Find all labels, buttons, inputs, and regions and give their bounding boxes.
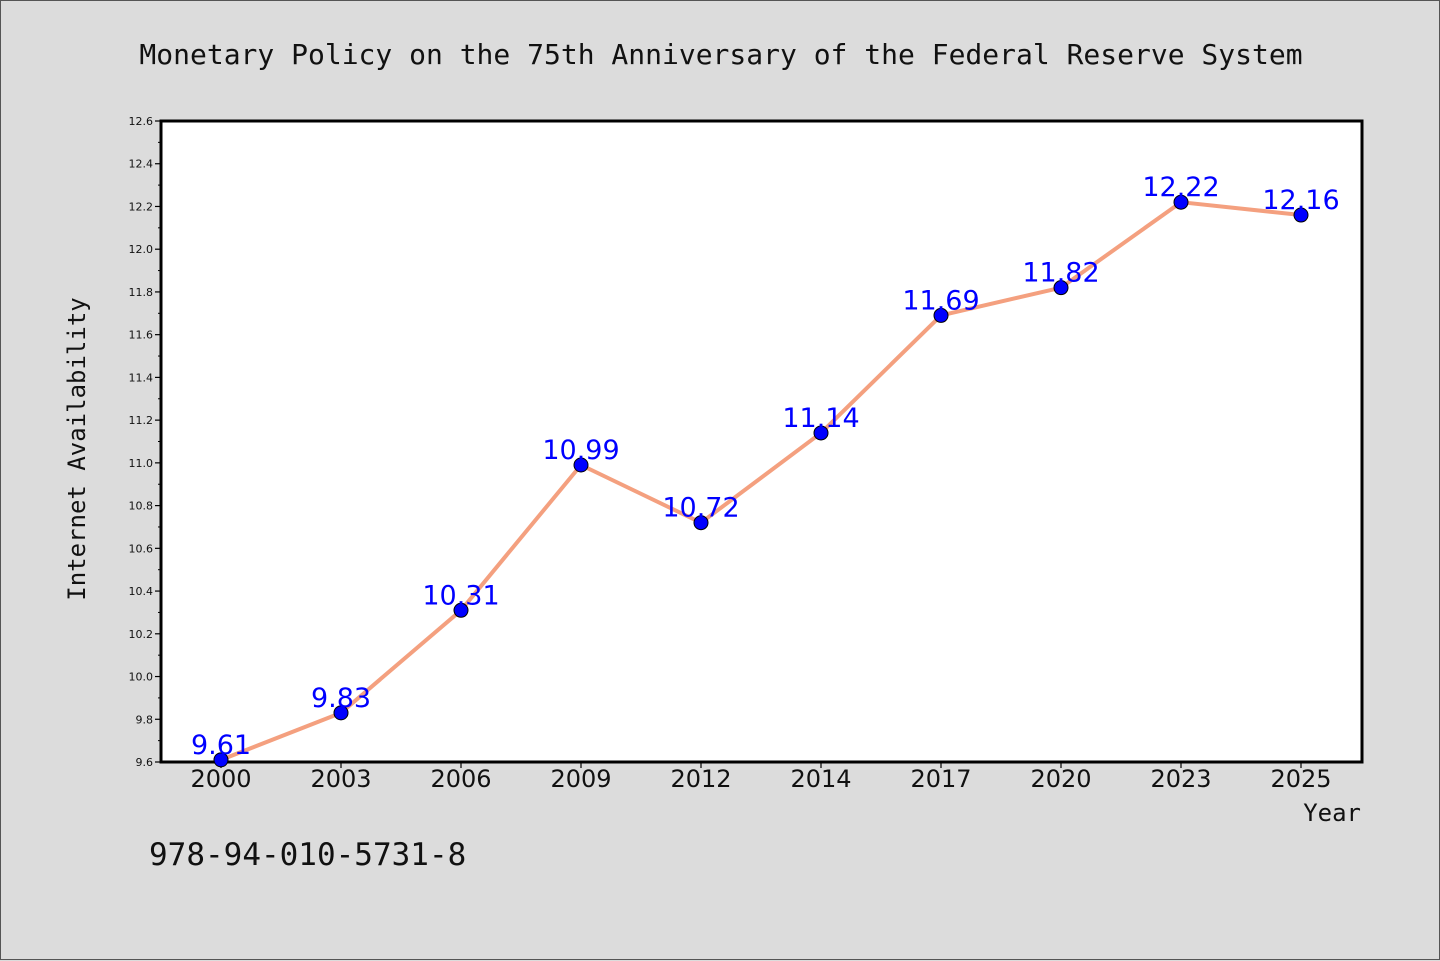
- data-point: [1053, 280, 1069, 296]
- x-tick-label: 2020: [1030, 765, 1091, 793]
- y-tick-label: 9.6: [136, 756, 154, 769]
- y-tick-label: 10.6: [129, 542, 154, 555]
- isbn-text: 978-94-010-5731-8: [149, 837, 466, 873]
- x-axis-label: Year: [1303, 799, 1361, 827]
- y-tick-label: 10.4: [129, 585, 154, 598]
- x-tick-label: 2009: [550, 765, 611, 793]
- x-tick-label: 2006: [430, 765, 491, 793]
- y-tick-label: 12.4: [129, 158, 154, 171]
- data-label: 10.72: [662, 493, 739, 524]
- x-tick-label: 2023: [1150, 765, 1211, 793]
- x-tick-label: 2014: [790, 765, 851, 793]
- data-label: 11.82: [1022, 258, 1099, 289]
- y-tick-label: 9.8: [136, 713, 154, 726]
- data-label: 10.99: [542, 435, 619, 466]
- y-tick-label: 12.2: [129, 200, 154, 213]
- data-point: [573, 457, 589, 473]
- y-tick-label: 10.2: [129, 628, 154, 641]
- data-point: [933, 307, 949, 323]
- chart-title: Monetary Policy on the 75th Anniversary …: [139, 38, 1302, 71]
- y-tick-label: 12.0: [129, 243, 154, 256]
- y-tick-label: 10.8: [129, 500, 154, 513]
- data-point: [1293, 207, 1309, 223]
- y-axis: 9.6 9.8 10.0 10.2 10.4 10.6 10.8 11.0 11.2 11.4 11…: [129, 115, 161, 769]
- plot-area: [159, 119, 1364, 764]
- x-axis: 2000 2003 2006 2009 2012 2014 2017 2020 2023 2025: [190, 762, 1332, 793]
- x-tick-label: 2025: [1270, 765, 1331, 793]
- data-label: 10.31: [422, 580, 499, 611]
- data-label: 11.14: [782, 403, 859, 434]
- x-tick-label: 2017: [910, 765, 971, 793]
- data-label: 9.61: [191, 730, 251, 761]
- y-tick-label: 11.8: [129, 286, 154, 299]
- x-tick-label: 2003: [310, 765, 371, 793]
- series-line: [213, 194, 1309, 768]
- data-point: [333, 705, 349, 721]
- y-tick-label: 11.0: [129, 457, 154, 470]
- data-label: 12.22: [1142, 172, 1219, 203]
- y-tick-label: 11.4: [129, 371, 154, 384]
- x-tick-label: 2012: [670, 765, 731, 793]
- y-tick-label: 11.6: [129, 329, 154, 342]
- x-tick-label: 2000: [190, 765, 251, 793]
- data-point: [453, 602, 469, 618]
- data-labels: 9.61 9.83 10.31 10.99 10.72 11.14 11.69 11.82 12…: [191, 172, 1340, 761]
- data-label: 11.69: [902, 285, 979, 316]
- y-axis-label: Internet Availability: [63, 297, 91, 600]
- y-tick-label: 11.2: [129, 414, 154, 427]
- y-tick-label: 10.0: [129, 671, 154, 684]
- data-point: [813, 425, 829, 441]
- data-label: 12.16: [1262, 185, 1339, 216]
- y-tick-label: 12.6: [129, 115, 154, 128]
- data-point: [213, 752, 229, 768]
- data-point: [1173, 194, 1189, 210]
- data-label: 9.83: [311, 683, 371, 714]
- data-point: [693, 515, 709, 531]
- series-polyline: [219, 200, 1303, 762]
